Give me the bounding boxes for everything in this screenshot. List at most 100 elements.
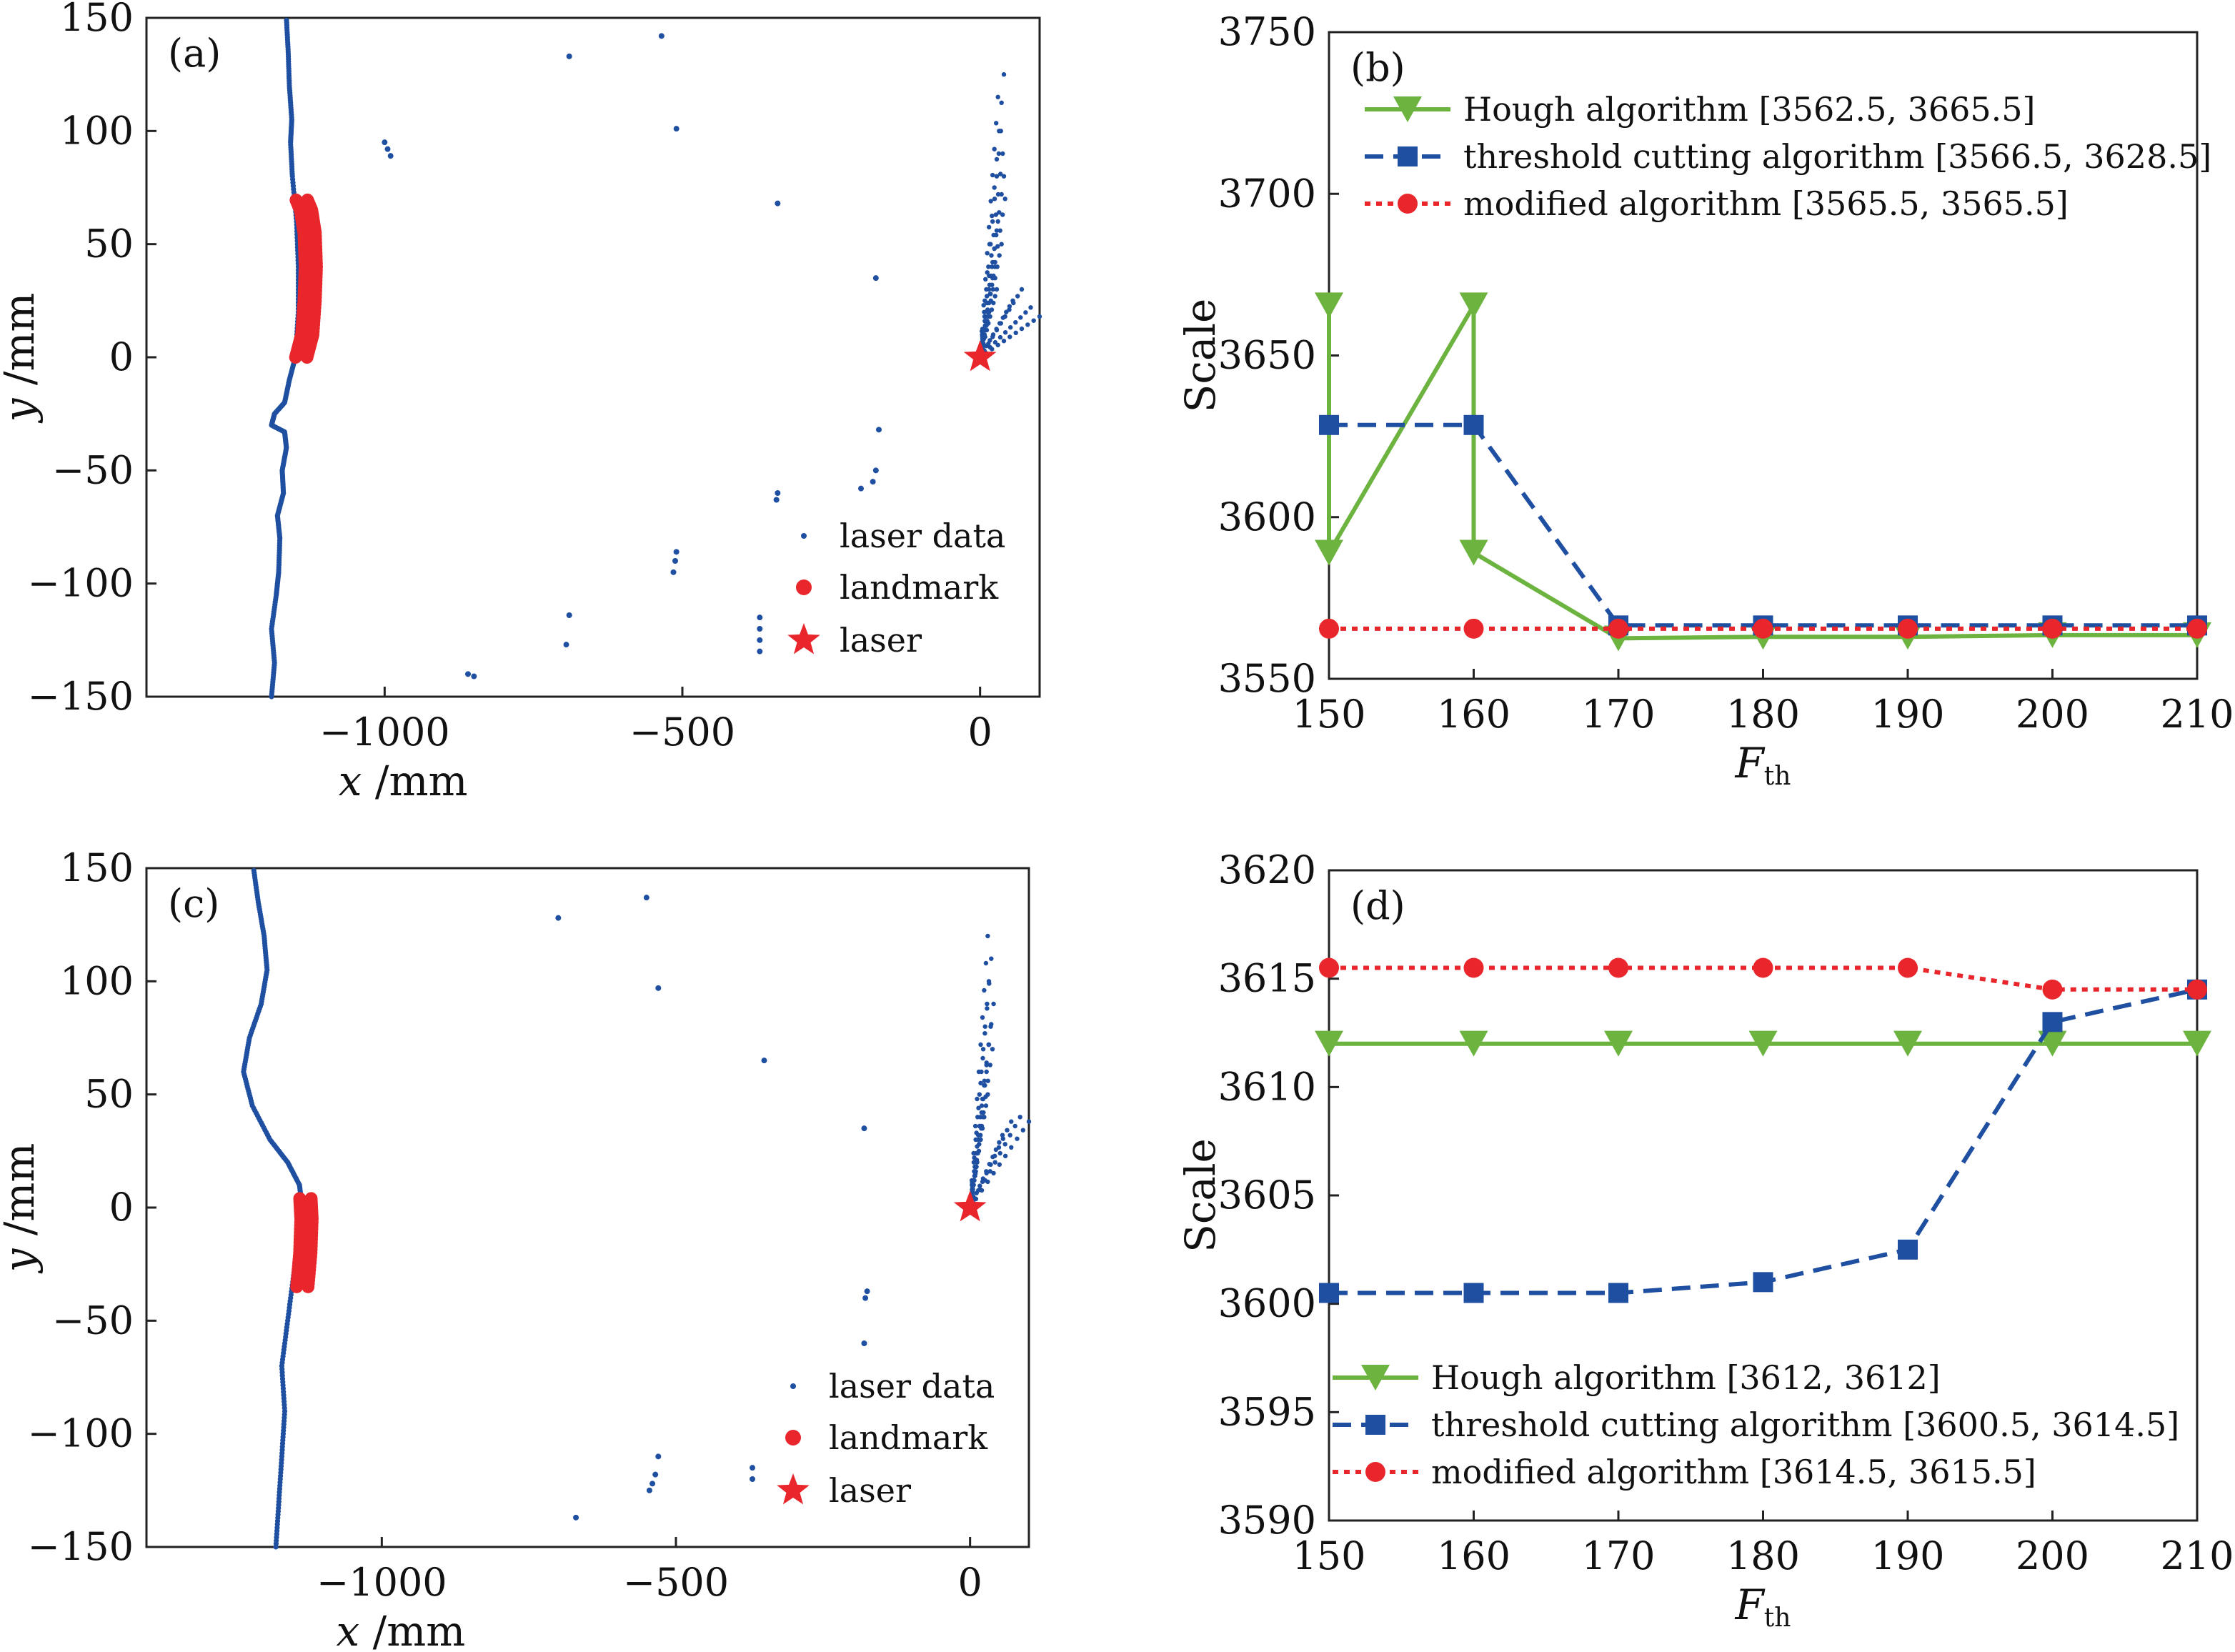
laser-data-point: [1007, 304, 1012, 309]
laser-data-point: [1002, 1153, 1008, 1159]
laser-data-point: [995, 191, 1001, 197]
legend-label: laser: [829, 1471, 911, 1510]
x-axis-label-var: x: [337, 1607, 360, 1652]
laser-data-point: [655, 1453, 662, 1460]
x-axis-label-var: F: [1735, 739, 1766, 787]
y-tick-label: 150: [60, 0, 134, 40]
laser-data-point: [989, 307, 995, 312]
laser-data-point: [990, 334, 995, 339]
marker-circle: [1319, 957, 1339, 978]
laser-data-point: [997, 253, 1002, 258]
panel-label: (d): [1350, 883, 1405, 928]
y-tick-label: 3650: [1218, 333, 1316, 378]
laser-data-point: [987, 273, 992, 279]
panel-label: (a): [168, 31, 221, 76]
laser-data-point: [980, 1055, 985, 1061]
y-tick-label: 0: [109, 1185, 134, 1230]
laser-data-point: [251, 867, 257, 873]
marker-square: [1365, 1415, 1385, 1435]
laser-data-point: [972, 1164, 977, 1170]
landmark-points: [290, 1192, 319, 1293]
laser-data-point: [1026, 1119, 1032, 1124]
laser-data-point: [982, 1078, 987, 1083]
x-tick-label: 150: [1292, 692, 1365, 737]
laser-data-point: [382, 139, 388, 146]
marker-triangle: [1459, 292, 1488, 319]
laser-data-point: [983, 960, 989, 966]
laser-data-point: [1000, 212, 1005, 217]
landmark-point: [289, 193, 303, 206]
x-axis-label-unit: /mm: [359, 1607, 465, 1652]
x-tick-label: 200: [2016, 1533, 2089, 1578]
marker-circle: [1608, 957, 1628, 978]
laser-data-point: [985, 270, 990, 275]
laser-data-point: [992, 259, 997, 265]
laser-data-point: [1002, 330, 1008, 335]
laser-data-point: [991, 1001, 996, 1007]
marker-triangle: [1604, 1030, 1633, 1057]
x-axis-label-unit: /mm: [362, 757, 467, 805]
marker-triangle: [2183, 1030, 2211, 1057]
laser-data-point: [993, 212, 999, 217]
laser-data-point: [981, 303, 986, 308]
landmark-point: [293, 1192, 307, 1205]
panel-label: (c): [168, 881, 219, 926]
laser-data-point: [757, 614, 763, 621]
y-tick-label: −150: [28, 674, 134, 719]
laser-data-point: [992, 146, 997, 151]
laser-data-point: [982, 1115, 987, 1120]
laser-data-point: [998, 171, 1003, 176]
x-axis-label-sub: th: [1764, 1603, 1791, 1633]
laser-data-point: [994, 228, 1000, 233]
x-tick-label: 210: [2160, 692, 2234, 737]
panel-d: 150 160 170 180 190 200 210 3620 3615 3610 3605 360…: [1176, 847, 2234, 1633]
marker-triangle: [1459, 539, 1488, 566]
laser-data-point: [978, 1137, 983, 1143]
laser-data-point: [652, 1471, 659, 1478]
laser-data-point: [987, 287, 992, 292]
laser-data-point: [972, 1171, 978, 1176]
laser-data-point: [991, 232, 996, 238]
marker-circle: [1753, 957, 1773, 978]
laser-data-point: [977, 1092, 982, 1097]
laser-data-point: [555, 915, 562, 921]
legend-label: threshold cutting algorithm [3566.5, 362…: [1463, 137, 2211, 176]
laser-data-point: [658, 33, 664, 39]
laser-data-point: [982, 314, 987, 319]
y-tick-label: 3605: [1218, 1173, 1316, 1218]
laser-data-point: [985, 1006, 990, 1011]
marker-square: [1319, 1283, 1339, 1303]
laser-data-point: [997, 1162, 1002, 1168]
marker-square: [1463, 414, 1484, 435]
laser-data-scattered: [555, 895, 870, 1521]
laser-data-point: [1000, 1136, 1006, 1141]
panel-b: 150 160 170 180 190 200 210 3750 3700 3650 3600 355…: [1176, 9, 2234, 791]
laser-data-point: [978, 1080, 983, 1086]
legend-label: Hough algorithm [3612, 3612]: [1431, 1358, 1941, 1397]
y-axis-label-var: y: [0, 397, 44, 424]
y-axis-label: y /mm: [0, 293, 44, 424]
laser-data-point: [980, 1015, 985, 1020]
laser-data-point: [757, 648, 763, 655]
laser-data-point: [982, 298, 987, 303]
laser-data-point: [988, 199, 993, 204]
y-tick-label: 50: [84, 222, 134, 267]
laser-data-cluster: [977, 72, 1042, 360]
laser-data-point: [465, 671, 471, 677]
laser-data-point: [1028, 305, 1033, 310]
legend-marker-laser: [787, 623, 820, 655]
laser-data-point: [1002, 196, 1007, 201]
y-axis-label: Scale: [1176, 299, 1225, 413]
marker-triangle: [1315, 292, 1343, 319]
marker-triangle: [1393, 96, 1422, 122]
laser-data-point: [1007, 1133, 1012, 1138]
legend-marker-laser-data: [801, 533, 807, 539]
laser-data-point: [1025, 322, 1030, 327]
y-tick-label: 3700: [1218, 171, 1316, 216]
laser-data-point: [989, 1022, 994, 1027]
laser-data-point: [775, 200, 781, 206]
laser-data-point: [387, 153, 394, 159]
laser-data-point: [986, 321, 991, 326]
laser-data-point: [861, 1125, 867, 1132]
